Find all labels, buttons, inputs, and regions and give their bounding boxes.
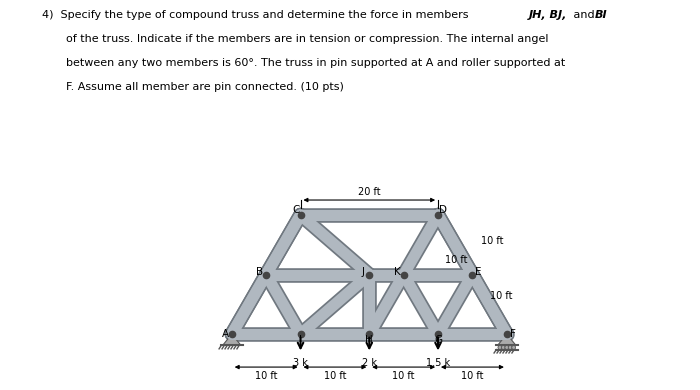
- Text: D: D: [439, 205, 447, 215]
- Text: K: K: [394, 268, 401, 277]
- Circle shape: [512, 346, 516, 349]
- Text: C: C: [292, 205, 300, 215]
- Text: E: E: [475, 268, 482, 277]
- Text: 10 ft: 10 ft: [461, 371, 484, 381]
- Text: 2 k: 2 k: [362, 358, 377, 368]
- Text: JH, BJ,: JH, BJ,: [528, 10, 567, 20]
- Text: 10 ft: 10 ft: [445, 255, 468, 265]
- Circle shape: [505, 346, 509, 349]
- Text: 10 ft: 10 ft: [323, 371, 346, 381]
- Text: 10 ft: 10 ft: [489, 291, 512, 301]
- Text: BI: BI: [594, 10, 607, 20]
- Text: 10 ft: 10 ft: [482, 236, 504, 246]
- Text: 1.5 k: 1.5 k: [426, 358, 450, 368]
- Text: 10 ft: 10 ft: [393, 371, 415, 381]
- Text: B: B: [256, 268, 263, 277]
- Text: 3 k: 3 k: [293, 358, 308, 368]
- Text: between any two members is 60°. The truss in pin supported at A and roller suppo: between any two members is 60°. The trus…: [66, 58, 566, 68]
- Text: 20 ft: 20 ft: [358, 187, 381, 197]
- Text: G: G: [434, 335, 442, 345]
- Text: and: and: [570, 10, 598, 20]
- Text: F. Assume all member are pin connected. (10 pts): F. Assume all member are pin connected. …: [66, 82, 344, 92]
- Circle shape: [498, 346, 502, 349]
- Polygon shape: [223, 334, 241, 345]
- Circle shape: [501, 346, 505, 349]
- Text: of the truss. Indicate if the members are in tension or compression. The interna: of the truss. Indicate if the members ar…: [66, 34, 549, 44]
- Circle shape: [508, 346, 512, 349]
- Text: 4)  Specify the type of compound truss and determine the force in members: 4) Specify the type of compound truss an…: [42, 10, 472, 20]
- Polygon shape: [498, 334, 516, 345]
- Text: 10 ft: 10 ft: [255, 371, 277, 381]
- Text: F: F: [510, 329, 516, 339]
- Text: A: A: [222, 329, 229, 339]
- Text: I: I: [299, 335, 302, 345]
- Text: J: J: [362, 268, 365, 277]
- Text: H: H: [365, 335, 373, 345]
